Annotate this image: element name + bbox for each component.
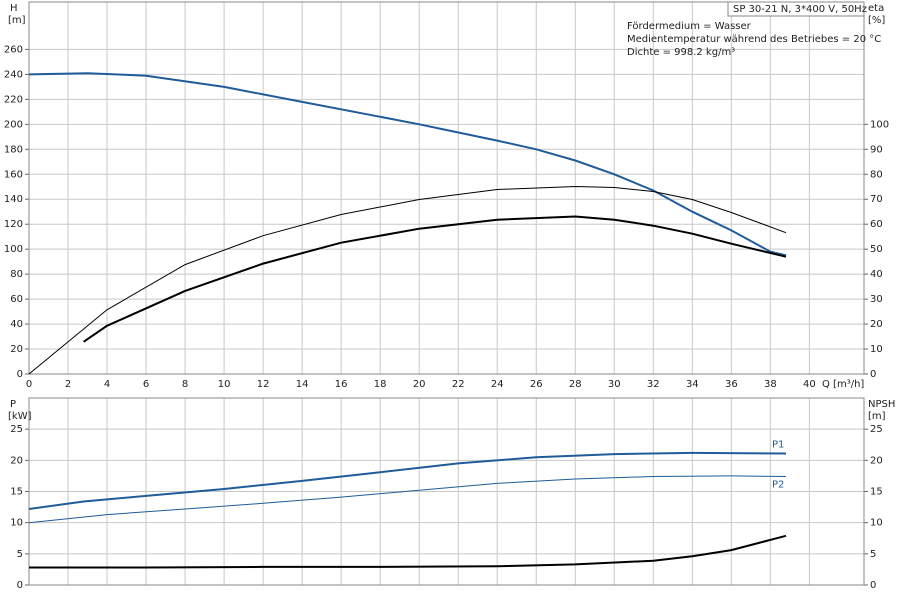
x-tick-label: 28 xyxy=(569,379,582,390)
y2-tick-label: 100 xyxy=(870,119,889,130)
y2-tick-label: 60 xyxy=(870,219,883,230)
x-tick-label: 38 xyxy=(764,379,777,390)
y2-axis-unit: [%] xyxy=(868,15,885,26)
x-tick-label: 10 xyxy=(218,379,231,390)
y2-tick-label: 30 xyxy=(870,294,883,305)
y-axis-label: P xyxy=(10,399,16,410)
x-tick-label: 2 xyxy=(65,379,71,390)
y-tick-label: 15 xyxy=(10,487,23,498)
y-tick-label: 180 xyxy=(4,144,23,155)
x-tick-label: 16 xyxy=(335,379,348,390)
plot-frame xyxy=(28,1,865,375)
x-tick-label: 6 xyxy=(143,379,149,390)
annotation: Medientemperatur während des Betriebes =… xyxy=(627,34,881,45)
y2-tick-label: 0 xyxy=(870,369,876,380)
y-tick-label: 10 xyxy=(10,518,23,529)
y2-tick-label: 40 xyxy=(870,269,883,280)
annotation: Fördermedium = Wasser xyxy=(627,21,752,32)
y-tick-label: 120 xyxy=(4,219,23,230)
x-tick-label: 14 xyxy=(296,379,309,390)
chart-title: SP 30-21 N, 3*400 V, 50Hz xyxy=(733,4,867,15)
y2-axis-unit: [m] xyxy=(868,411,886,422)
x-tick-label: 32 xyxy=(647,379,660,390)
x-tick-label: 34 xyxy=(686,379,699,390)
x-tick-label: 4 xyxy=(104,379,110,390)
y2-tick-label: 20 xyxy=(870,455,883,466)
y2-tick-label: 15 xyxy=(870,487,883,498)
y-tick-label: 5 xyxy=(17,549,23,560)
curve xyxy=(28,475,787,524)
x-tick-label: 8 xyxy=(182,379,188,390)
curve-label: P1 xyxy=(772,439,784,450)
y-tick-label: 0 xyxy=(17,369,23,380)
x-tick-label: 20 xyxy=(413,379,426,390)
x-tick-label: 26 xyxy=(530,379,543,390)
x-tick-label: 12 xyxy=(257,379,270,390)
y-axis-label: H xyxy=(10,3,18,14)
y2-tick-label: 5 xyxy=(870,549,876,560)
x-tick-label: 30 xyxy=(608,379,621,390)
curve xyxy=(29,534,787,569)
title-box xyxy=(727,1,865,17)
x-tick-label: 36 xyxy=(725,379,738,390)
y-tick-label: 260 xyxy=(4,44,23,55)
x-tick-label: 18 xyxy=(374,379,387,390)
y-tick-label: 140 xyxy=(4,194,23,205)
y2-tick-label: 10 xyxy=(870,518,883,529)
y-tick-label: 20 xyxy=(10,455,23,466)
plot-frame xyxy=(28,397,865,586)
x-tick-label: 0 xyxy=(26,379,32,390)
curve xyxy=(28,72,787,257)
y2-tick-label: 25 xyxy=(870,424,883,435)
y-tick-label: 160 xyxy=(4,169,23,180)
y2-tick-label: 0 xyxy=(870,580,876,591)
y-tick-label: 200 xyxy=(4,119,23,130)
annotation: Dichte = 998.2 kg/m³ xyxy=(627,47,735,58)
curve xyxy=(28,185,787,375)
y2-tick-label: 90 xyxy=(870,144,883,155)
curve-label: P2 xyxy=(772,480,784,491)
y-tick-label: 20 xyxy=(10,344,23,355)
x-tick-label: 40 xyxy=(803,379,816,390)
y2-axis-label: NPSH xyxy=(868,399,895,410)
y2-tick-label: 50 xyxy=(870,244,883,255)
y-tick-label: 60 xyxy=(10,294,23,305)
curve xyxy=(28,451,787,510)
y-tick-label: 25 xyxy=(10,424,23,435)
x-tick-label: 22 xyxy=(452,379,465,390)
y-tick-label: 240 xyxy=(4,69,23,80)
y2-axis-label: eta xyxy=(868,3,884,14)
y-axis-unit: [m] xyxy=(8,15,26,26)
y2-tick-label: 20 xyxy=(870,319,883,330)
y-axis-unit: [kW] xyxy=(8,411,32,422)
y-tick-label: 80 xyxy=(10,269,23,280)
y-tick-label: 0 xyxy=(17,580,23,591)
curve xyxy=(83,215,787,343)
y2-tick-label: 70 xyxy=(870,194,883,205)
x-tick-label: 24 xyxy=(491,379,504,390)
y-tick-label: 40 xyxy=(10,319,23,330)
y-tick-label: 100 xyxy=(4,244,23,255)
x-axis-label: Q [m³/h] xyxy=(822,379,864,390)
y-tick-label: 220 xyxy=(4,94,23,105)
y2-tick-label: 80 xyxy=(870,169,883,180)
y2-tick-label: 10 xyxy=(870,344,883,355)
